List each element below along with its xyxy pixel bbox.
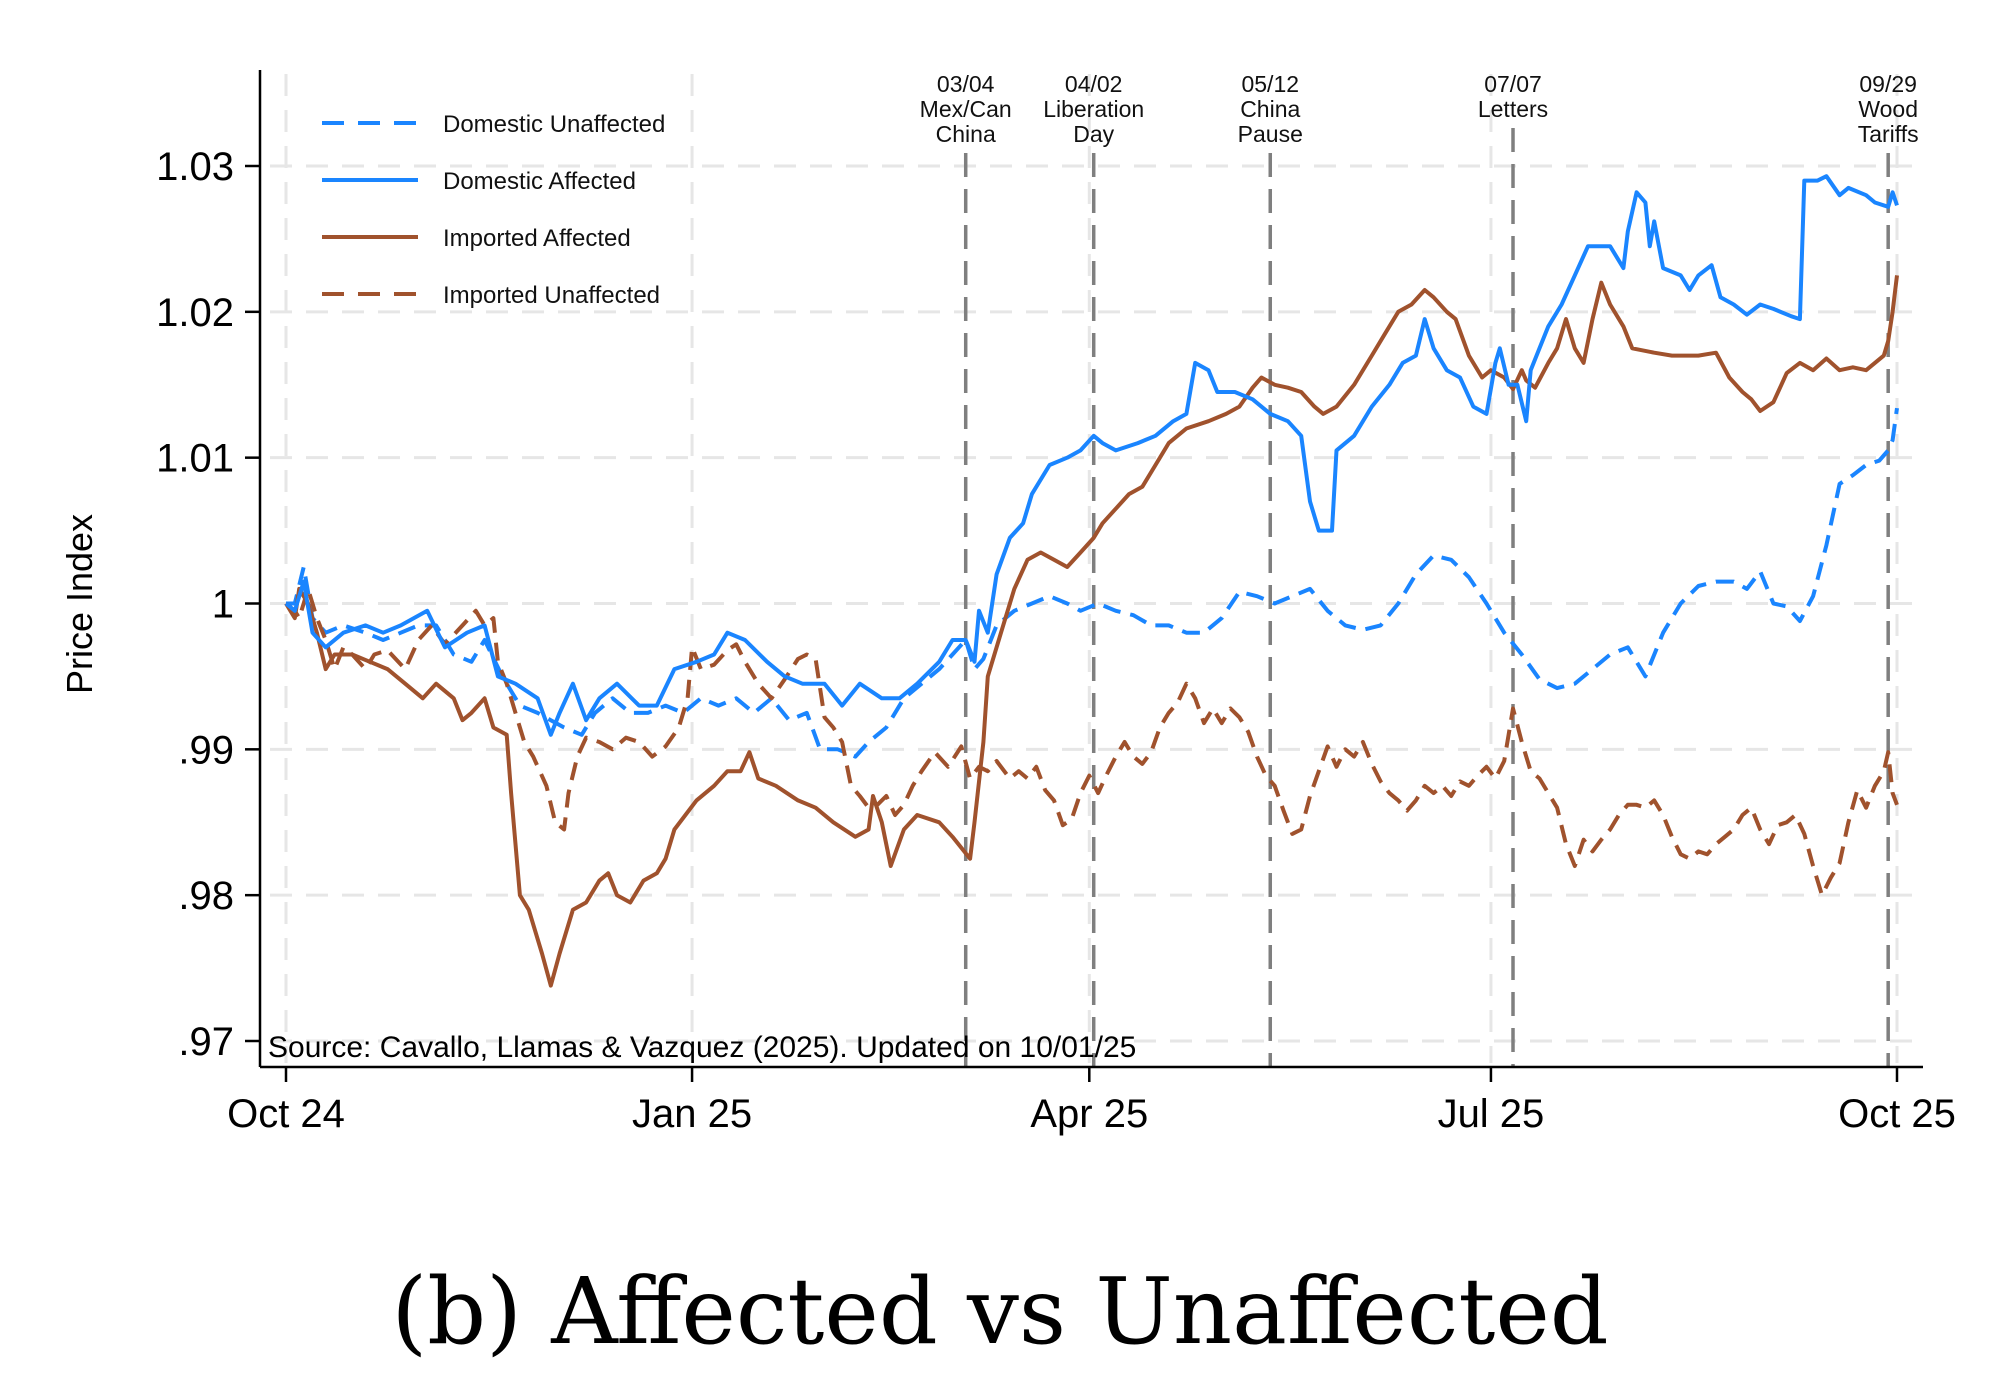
event-label: China bbox=[1240, 96, 1300, 122]
y-tick-label: .99 bbox=[178, 728, 234, 772]
grid-lines bbox=[270, 74, 1917, 1063]
y-tick-label: .97 bbox=[178, 1020, 234, 1064]
y-tick-label: 1.03 bbox=[156, 145, 234, 189]
event-label: Day bbox=[1073, 121, 1114, 147]
event-label: 05/12 bbox=[1241, 71, 1299, 97]
series-line-domestic-affected bbox=[284, 174, 1899, 737]
event-label: Letters bbox=[1478, 96, 1548, 122]
x-tick-label: Jul 25 bbox=[1438, 1092, 1545, 1136]
event-label: 09/29 bbox=[1859, 71, 1917, 97]
event-label: Tariffs bbox=[1858, 121, 1919, 147]
x-tick-label: Jan 25 bbox=[632, 1092, 752, 1136]
event-label: 07/07 bbox=[1484, 71, 1542, 97]
legend: Domestic Unaffected Domestic Affected Impo… bbox=[322, 111, 665, 309]
y-tick-label: 1.02 bbox=[156, 291, 234, 335]
x-tick-label: Apr 25 bbox=[1030, 1092, 1148, 1136]
y-tick-label: 1.01 bbox=[156, 437, 234, 481]
legend-label: Imported Affected bbox=[443, 225, 631, 252]
event-label: Mex/Can bbox=[920, 96, 1012, 122]
y-axis-ticks: .97 .98 .99 1 1.01 1.02 1.03 bbox=[156, 145, 260, 1064]
series-line-imported-unaffected bbox=[284, 586, 1899, 898]
event-label: Pause bbox=[1238, 121, 1303, 147]
axes bbox=[258, 70, 1923, 1069]
event-label: 03/04 bbox=[937, 71, 995, 97]
x-axis-ticks: Oct 24 Jan 25 Apr 25 Jul 25 Oct 25 bbox=[227, 1067, 1956, 1136]
x-tick-label: Oct 25 bbox=[1838, 1092, 1956, 1136]
y-tick-label: .98 bbox=[178, 874, 234, 918]
y-axis-title: Price Index bbox=[59, 514, 100, 694]
x-tick-label: Oct 24 bbox=[227, 1092, 345, 1136]
event-label: 04/02 bbox=[1065, 71, 1123, 97]
y-tick-label: 1 bbox=[212, 583, 234, 627]
legend-label: Imported Unaffected bbox=[443, 282, 660, 309]
series-line-imported-affected bbox=[284, 275, 1899, 988]
legend-label: Domestic Affected bbox=[443, 168, 636, 195]
event-markers: 03/04Mex/CanChina04/02LiberationDay05/12… bbox=[920, 71, 1919, 1067]
series-lines bbox=[284, 174, 1899, 988]
legend-label: Domestic Unaffected bbox=[443, 111, 665, 138]
event-label: Wood bbox=[1858, 96, 1918, 122]
figure-caption: (b) Affected vs Unaffected bbox=[391, 1258, 1609, 1365]
event-label: Liberation bbox=[1043, 96, 1144, 122]
series-line-domestic-unaffected bbox=[286, 407, 1899, 759]
event-label: China bbox=[936, 121, 996, 147]
source-note: Source: Cavallo, Llamas & Vazquez (2025)… bbox=[268, 1031, 1136, 1064]
